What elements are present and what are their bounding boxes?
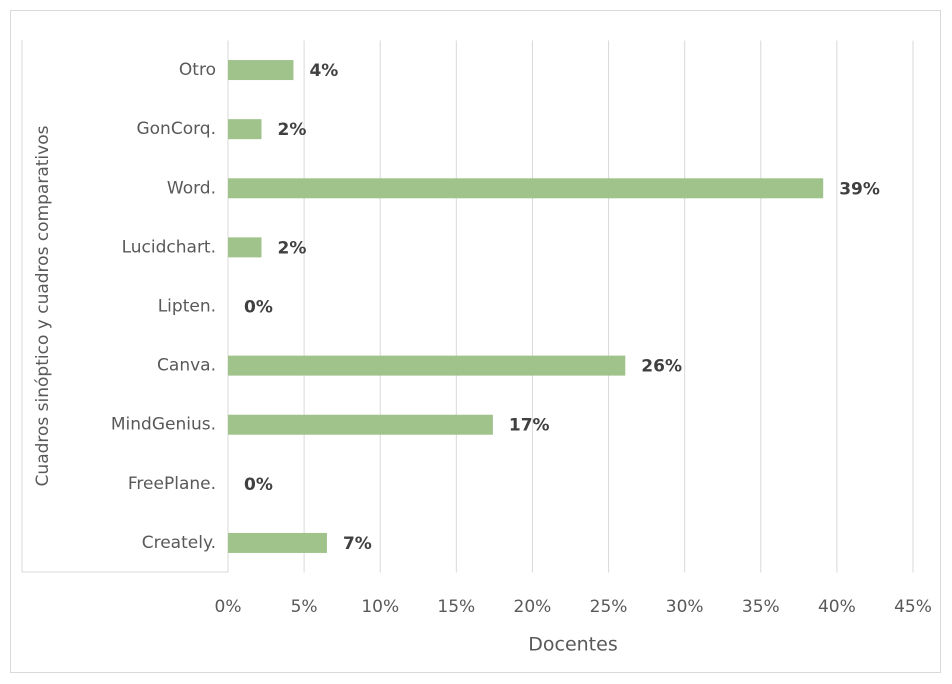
x-tick-label: 5% <box>291 597 318 617</box>
x-tick-label: 20% <box>514 597 552 617</box>
bar <box>228 237 262 258</box>
bar <box>228 178 824 199</box>
x-tick-label: 0% <box>215 597 242 617</box>
y-axis-title: Cuadros sinóptico y cuadros comparativos <box>33 125 53 486</box>
bar <box>228 355 626 376</box>
bar <box>228 60 294 81</box>
value-label: 0% <box>244 298 273 318</box>
value-label: 7% <box>343 534 372 554</box>
chart-border <box>10 10 941 673</box>
x-tick-label: 15% <box>437 597 475 617</box>
x-tick-label: 25% <box>590 597 628 617</box>
y-tick-label: Lucidchart. <box>122 237 216 257</box>
y-tick-label: Otro <box>179 60 216 80</box>
value-label: 2% <box>277 120 306 140</box>
bar <box>228 119 262 140</box>
y-tick-label: Canva. <box>157 356 216 376</box>
value-label: 4% <box>309 61 338 81</box>
y-tick-label: FreePlane. <box>128 474 216 494</box>
x-tick-label: 30% <box>666 597 704 617</box>
bar <box>228 532 327 553</box>
x-tick-label: 45% <box>894 597 932 617</box>
x-axis-title: Docentes <box>528 634 617 656</box>
value-label: 17% <box>509 416 550 436</box>
axis-frame <box>21 40 228 573</box>
value-label: 26% <box>641 357 682 377</box>
y-tick-label: MindGenius. <box>111 415 216 435</box>
value-label: 39% <box>839 179 880 199</box>
y-tick-label: Lipten. <box>158 297 216 317</box>
bar <box>228 414 493 435</box>
value-label: 2% <box>277 238 306 258</box>
x-tick-label: 40% <box>818 597 856 617</box>
value-label: 0% <box>244 475 273 495</box>
x-tick-label: 10% <box>361 597 399 617</box>
y-tick-label: GonCorq. <box>136 119 216 139</box>
y-tick-label: Word. <box>167 178 216 198</box>
y-tick-label: Creately. <box>142 533 216 553</box>
x-tick-label: 35% <box>742 597 780 617</box>
